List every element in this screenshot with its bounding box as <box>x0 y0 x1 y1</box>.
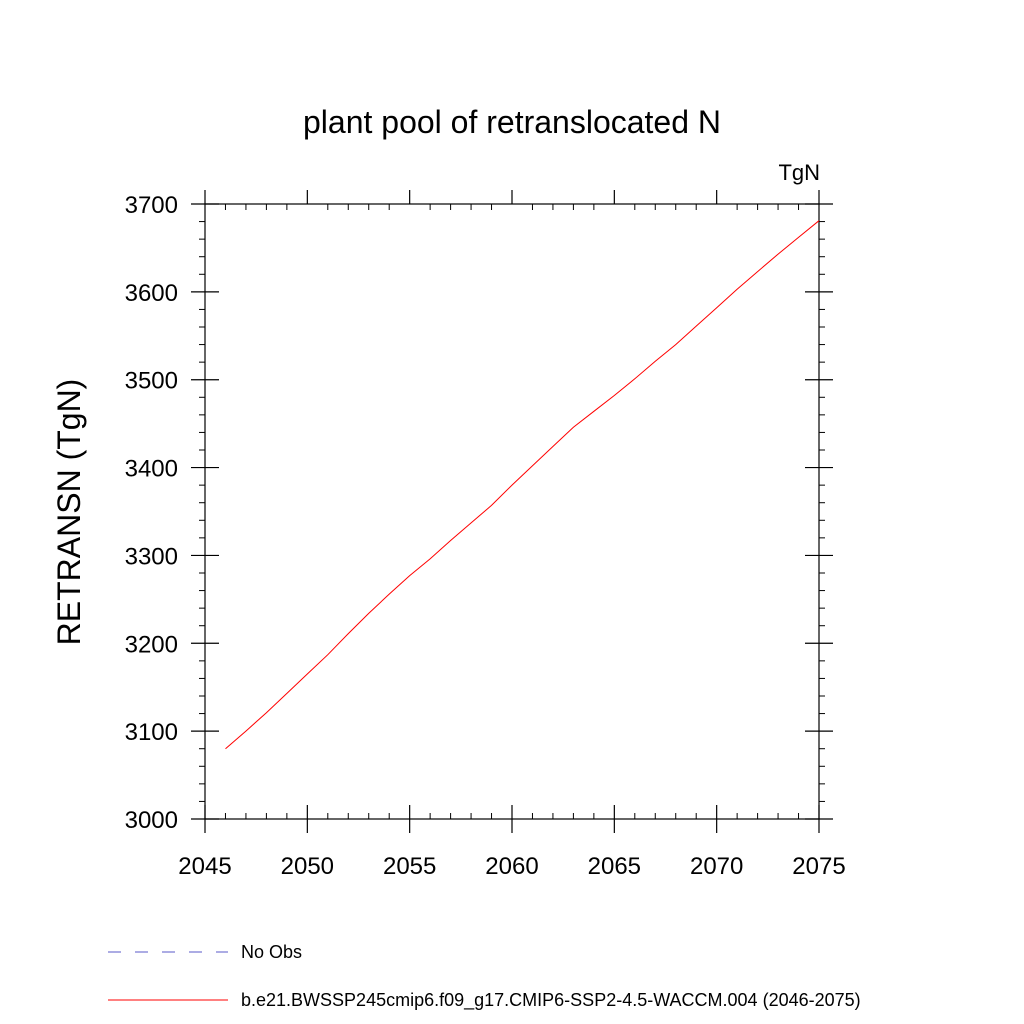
y-axis-label: RETRANSN (TgN) <box>51 379 87 646</box>
y-tick-labels: 3000 3100 3200 3300 3400 3500 3600 3700 <box>125 192 178 834</box>
x-tick-label: 2065 <box>588 853 641 880</box>
y-tick-label: 3600 <box>125 280 178 307</box>
legend: No Obs b.e21.BWSSP245cmip6.f09_g17.CMIP6-… <box>108 942 861 1011</box>
y-tick-label: 3000 <box>125 807 178 834</box>
major-ticks <box>191 190 833 833</box>
plot-frame <box>204 203 820 820</box>
y-tick-label: 3400 <box>125 456 178 483</box>
y-tick-label: 3100 <box>125 719 178 746</box>
chart-title: plant pool of retranslocated N <box>303 104 721 140</box>
minor-ticks <box>199 204 825 819</box>
legend-label: b.e21.BWSSP245cmip6.f09_g17.CMIP6-SSP2-4… <box>241 990 861 1011</box>
series-line <box>225 220 820 750</box>
y-tick-label: 3700 <box>125 192 178 219</box>
x-tick-labels: 2045 2050 2055 2060 2065 2070 2075 <box>178 853 845 880</box>
x-tick-label: 2050 <box>281 853 334 880</box>
legend-label: No Obs <box>241 942 302 962</box>
y-tick-label: 3300 <box>125 543 178 570</box>
x-tick-label: 2045 <box>178 853 231 880</box>
x-tick-label: 2070 <box>690 853 743 880</box>
units-label: TgN <box>778 160 820 185</box>
x-tick-label: 2075 <box>792 853 845 880</box>
series-layer <box>225 220 820 750</box>
x-tick-label: 2055 <box>383 853 436 880</box>
x-tick-label: 2060 <box>485 853 538 880</box>
y-tick-label: 3500 <box>125 368 178 395</box>
y-tick-label: 3200 <box>125 631 178 658</box>
